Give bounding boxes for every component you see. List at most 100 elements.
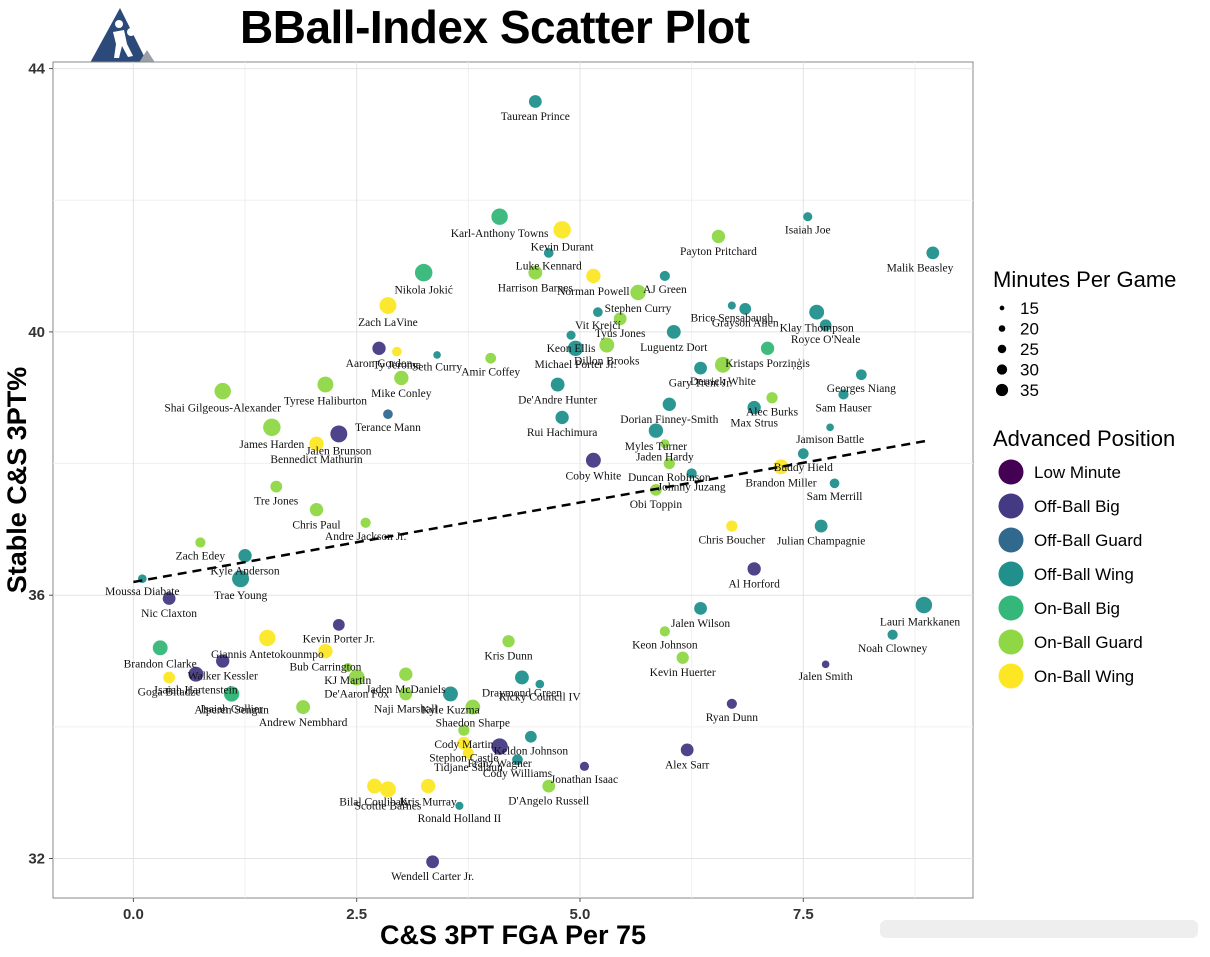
- size-legend-dot: [995, 383, 1009, 397]
- point-label: Kevin Huerter: [650, 667, 716, 679]
- color-legend-label: On-Ball Guard: [1034, 633, 1143, 652]
- point-label: Keon Johnson: [632, 640, 698, 652]
- point-label: Trae Young: [214, 590, 268, 602]
- data-point: [726, 520, 738, 532]
- data-point: [465, 699, 481, 715]
- watermark-strip: [880, 920, 1198, 938]
- point-label: Cody Williams: [483, 768, 553, 780]
- point-label: KJ Martin: [324, 675, 371, 687]
- data-point: [676, 651, 689, 664]
- color-legend-label: Off-Ball Big: [1034, 497, 1120, 516]
- data-point: [515, 670, 529, 685]
- data-point: [630, 284, 646, 301]
- point-label: Alperen Sengun: [194, 705, 269, 717]
- point-label: Vit Krejčí: [575, 320, 621, 332]
- data-point: [512, 754, 523, 766]
- y-tick-label: 40: [28, 324, 45, 341]
- data-point: [566, 330, 576, 340]
- point-label: Isaiah Joe: [785, 224, 831, 236]
- point-label: Ricky Council IV: [499, 691, 581, 703]
- point-label: De'Andre Hunter: [518, 394, 597, 406]
- point-label: Kris Murray: [400, 796, 457, 808]
- data-point: [819, 319, 832, 332]
- point-label: Ryan Dunn: [706, 712, 758, 724]
- point-label: Gary Trent Jr.: [669, 377, 733, 389]
- data-point: [739, 302, 752, 315]
- data-point: [491, 738, 508, 755]
- data-point: [367, 778, 382, 794]
- point-label: Grayson Allen: [712, 318, 779, 330]
- point-label: De'Aaron Fox: [324, 688, 389, 700]
- data-point: [392, 346, 402, 357]
- data-point: [317, 376, 334, 393]
- color-legend-dot: [998, 527, 1024, 553]
- point-label: Kevin Porter Jr.: [303, 634, 376, 646]
- point-label: Michael Porter Jr.: [534, 359, 616, 371]
- y-tick-label: 36: [28, 587, 45, 604]
- data-point: [714, 356, 731, 373]
- point-label: Amir Coffey: [461, 367, 520, 379]
- point-label: Jalen Smith: [799, 671, 853, 683]
- x-tick-label: 7.5: [793, 906, 814, 923]
- y-tick-label: 44: [28, 61, 45, 78]
- data-point: [747, 400, 761, 415]
- data-point: [766, 392, 778, 404]
- color-legend-dot: [998, 493, 1024, 519]
- point-label: Scottie Barnes: [355, 800, 422, 812]
- data-point: [803, 212, 813, 222]
- data-point: [491, 208, 508, 225]
- point-label: Norman Powell: [557, 286, 630, 298]
- data-point: [399, 667, 413, 681]
- point-label: Buddy Hield: [774, 462, 833, 474]
- data-point: [296, 700, 311, 715]
- point-label: Draymond Green: [482, 687, 562, 699]
- size-legend-dot: [996, 364, 1008, 375]
- point-label: Sam Hauser: [816, 403, 872, 415]
- data-point: [543, 248, 554, 258]
- point-label: Nic Claxton: [141, 608, 197, 620]
- data-point: [821, 660, 830, 669]
- color-legend-label: On-Ball Wing: [1034, 667, 1134, 686]
- point-label: Royce O'Neale: [791, 334, 860, 346]
- data-point: [343, 663, 353, 673]
- data-point: [399, 687, 413, 701]
- data-point: [599, 337, 615, 353]
- point-label: Brice Sensabaugh: [690, 313, 773, 325]
- point-label: Dorian Finney-Smith: [620, 414, 718, 426]
- data-point: [579, 761, 590, 771]
- x-tick-label: 2.5: [346, 906, 367, 923]
- data-point: [555, 410, 569, 425]
- point-label: Brandon Clarke: [124, 658, 197, 670]
- data-point: [216, 654, 230, 668]
- data-point: [797, 448, 809, 460]
- point-label: Jamison Battle: [796, 434, 864, 446]
- point-label: Ty Jerome: [373, 359, 421, 371]
- data-point: [747, 562, 761, 576]
- point-label: Kyle Kuzma: [421, 704, 479, 716]
- point-label: Isaiah Collier: [201, 703, 263, 715]
- point-label: Julian Champagnie: [777, 535, 865, 547]
- point-label: Ronald Holland II: [418, 813, 502, 825]
- point-label: AJ Green: [643, 284, 687, 296]
- data-point: [309, 436, 324, 451]
- point-label: Al Horford: [728, 579, 780, 591]
- x-axis-title: C&S 3PT FGA Per 75: [380, 920, 646, 950]
- data-point: [433, 351, 441, 359]
- point-label: Bennedict Mathurin: [270, 454, 363, 466]
- size-legend-label: 20: [1020, 320, 1039, 339]
- size-legend-title: Minutes Per Game: [993, 267, 1176, 292]
- point-label: Naji Marshall: [374, 703, 438, 715]
- point-label: Myles Turner: [625, 441, 687, 453]
- data-point: [855, 369, 867, 381]
- point-label: Brandon Miller: [745, 477, 816, 489]
- point-label: Alec Burks: [746, 406, 799, 418]
- point-label: Shai Gilgeous-Alexander: [164, 402, 281, 414]
- point-label: Alex Sarr: [665, 759, 710, 771]
- data-point: [360, 517, 371, 528]
- data-point: [420, 778, 436, 794]
- data-point: [379, 781, 396, 798]
- data-point: [542, 779, 556, 793]
- color-legend-dot: [998, 561, 1024, 587]
- y-axis-title: Stable C&S 3PT%: [2, 367, 32, 594]
- size-legend-dot: [998, 325, 1006, 332]
